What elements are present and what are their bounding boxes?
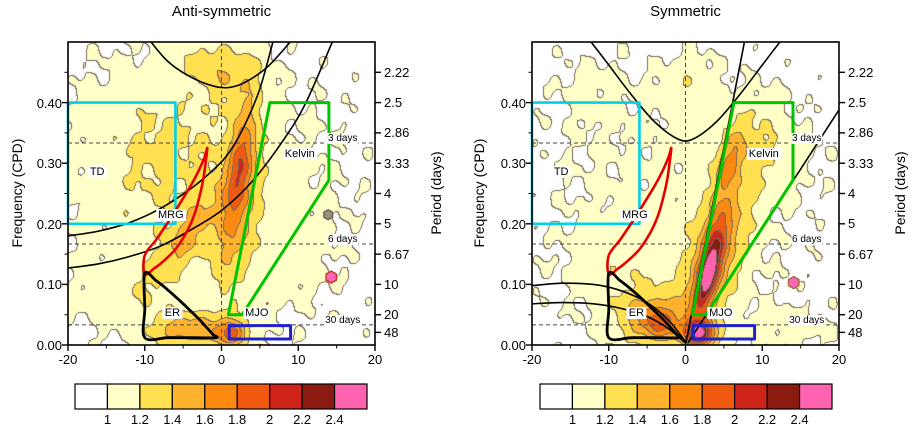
period-tick-label: 4: [384, 186, 392, 201]
colorbar-level-label: 1.2: [130, 412, 149, 427]
frequency-tick-label: 0.30: [500, 156, 526, 172]
frequency-tick-label: 0.10: [500, 277, 526, 293]
period-axis-label-left-panel: Period (days): [428, 151, 444, 235]
period-tick-label: 3.33: [384, 155, 410, 171]
period-tick-label: 2.86: [384, 125, 410, 141]
period-tick-label: 2.22: [848, 64, 874, 80]
period-tick-label: 5: [384, 216, 392, 232]
frequency-tick-label: 0.20: [500, 216, 526, 232]
period-tick-label: 2.5: [384, 95, 403, 111]
period-tick-label: 5: [848, 216, 856, 232]
region-label-kelvin: Kelvin: [282, 148, 317, 161]
period-tick-label: 20: [384, 307, 399, 323]
frequency-tick-label: 0.10: [36, 277, 62, 293]
frequency-tick-label: 0.00: [500, 338, 526, 353]
colorbar-level-label: 1.8: [228, 412, 247, 427]
period-line-label: 3 days: [791, 133, 823, 145]
colorbar-cell: [236, 383, 271, 410]
colorbar-cell: [333, 383, 368, 410]
colorbar-cell: [301, 383, 336, 410]
region-label-td: TD: [87, 166, 107, 179]
period-line-label: 3 days: [327, 133, 359, 145]
x-tick-label: -20: [522, 352, 542, 367]
colorbar-level-label: 2: [731, 412, 739, 427]
period-tick-label: 6.67: [848, 246, 874, 262]
colorbar-level-label: 2: [266, 412, 274, 427]
colorbar-level-label: 1.4: [163, 412, 182, 427]
colorbar-cell: [74, 383, 109, 410]
period-tick-label: 2.5: [848, 95, 867, 111]
period-tick-label: 10: [848, 276, 863, 292]
colorbar-cell: [734, 383, 768, 410]
colorbar-level-label: 1.2: [595, 412, 614, 427]
colorbar-cell: [204, 383, 238, 410]
region-label-mjo: MJO: [707, 307, 735, 320]
period-line-label: 30 days: [324, 314, 362, 326]
frequency-tick-label: 0.40: [36, 95, 62, 111]
x-tick-label: 10: [755, 352, 770, 367]
colorbar-level-label: 1: [103, 412, 112, 427]
colorbar-cell: [636, 383, 671, 410]
frequency-tick-label: 0.30: [36, 156, 62, 172]
region-label-mrg: MRG: [620, 208, 650, 221]
frequency-tick-label: 0.00: [36, 338, 62, 353]
spectrum-field-canvas-1: [532, 42, 839, 345]
colorbar-cell: [539, 383, 574, 410]
region-label-mjo: MJO: [243, 307, 271, 320]
colorbar-level-label: 1.8: [693, 412, 712, 427]
x-tick-label: -10: [599, 352, 619, 367]
frequency-tick-label: 0.20: [36, 216, 62, 232]
period-line-label: 6 days: [791, 233, 823, 245]
x-tick-label: 10: [291, 352, 306, 367]
period-line-label: 30 days: [788, 314, 826, 326]
spectrum-field-canvas-0: [68, 42, 375, 345]
panel-title-symmetric: Symmetric: [650, 3, 721, 20]
colorbar-cell: [701, 383, 736, 410]
frequency-axis-label-left-panel: Frequency (CPD): [9, 138, 25, 248]
colorbar-cell: [571, 383, 606, 410]
period-tick-label: 6.67: [384, 246, 410, 262]
colorbar-cell: [604, 383, 638, 410]
colorbar-level-label: 1: [568, 412, 577, 427]
x-tick-label: -20: [58, 352, 78, 367]
period-tick-label: 3.33: [848, 155, 874, 171]
colorbar-cell: [798, 383, 833, 410]
x-tick-label: 0: [681, 352, 690, 367]
colorbar-level-label: 1.6: [195, 412, 214, 427]
colorbar-cell: [766, 383, 801, 410]
region-label-er: ER: [626, 307, 647, 320]
period-tick-label: 10: [384, 276, 399, 292]
colorbar-level-label: 2.2: [293, 412, 312, 427]
colorbar-cell: [171, 383, 206, 410]
period-line-label: 6 days: [327, 233, 359, 245]
period-tick-label: 48: [848, 324, 863, 340]
period-tick-label: 4: [848, 186, 856, 201]
colorbar-cell: [669, 383, 703, 410]
x-tick-label: -10: [135, 352, 155, 367]
colorbar-level-label: 1.4: [628, 412, 647, 427]
x-tick-label: 20: [831, 352, 847, 367]
period-tick-label: 2.86: [848, 125, 874, 141]
frequency-axis-label-right-panel: Frequency (CPD): [471, 138, 487, 248]
colorbar-level-label: 2.2: [758, 412, 777, 427]
period-tick-label: 20: [848, 307, 863, 323]
period-axis-label-right-panel: Period (days): [892, 151, 908, 235]
region-label-kelvin: Kelvin: [746, 148, 781, 161]
colorbar-level-label: 2.4: [790, 412, 809, 427]
period-tick-label: 2.22: [384, 64, 410, 80]
region-label-td: TD: [551, 166, 571, 179]
colorbar-cell: [269, 383, 303, 410]
colorbar-level-label: 1.6: [660, 412, 679, 427]
panel-title-antisymmetric: Anti-symmetric: [171, 3, 272, 20]
region-label-mrg: MRG: [156, 208, 186, 221]
x-tick-label: 20: [367, 352, 383, 367]
colorbar-cell: [106, 383, 141, 410]
frequency-tick-label: 0.40: [500, 95, 526, 111]
colorbar-cell: [139, 383, 173, 410]
region-label-er: ER: [162, 307, 183, 320]
x-tick-label: 0: [217, 352, 226, 367]
colorbar-level-label: 2.4: [325, 412, 344, 427]
period-tick-label: 48: [384, 324, 399, 340]
